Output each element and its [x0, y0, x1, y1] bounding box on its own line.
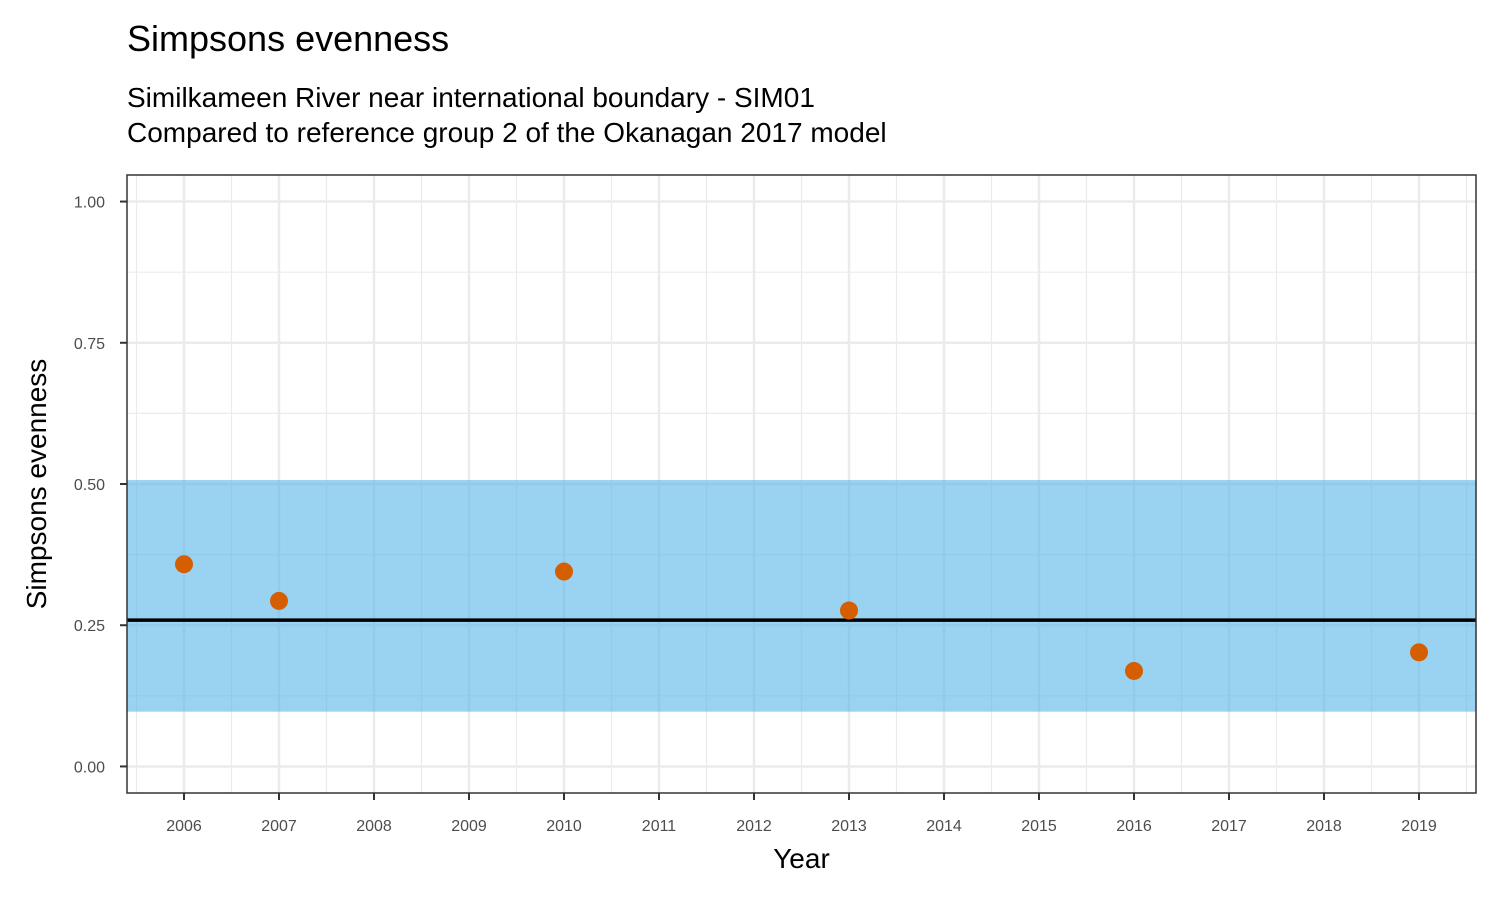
x-tick-label: 2016 [1116, 818, 1152, 835]
x-tick-label: 2013 [831, 818, 867, 835]
x-tick-label: 2015 [1021, 818, 1057, 835]
data-points [175, 555, 1428, 680]
x-tick-label: 2008 [356, 818, 392, 835]
x-tick-label: 2012 [736, 818, 772, 835]
data-point [1125, 661, 1143, 680]
data-point [840, 601, 858, 620]
x-tick-label: 2010 [546, 818, 582, 835]
x-tick-label: 2019 [1401, 818, 1437, 835]
x-tick-label: 2011 [642, 818, 677, 835]
y-tick-label: 0.00 [74, 759, 105, 776]
y-tick-label: 0.25 [74, 618, 105, 635]
x-tick-label: 2006 [166, 818, 202, 835]
chart-subtitle-line1: Similkameen River near international bou… [127, 82, 815, 113]
data-point [175, 555, 193, 574]
data-point [270, 591, 288, 610]
y-axis: 0.00 0.25 0.50 0.75 1.00 [74, 195, 127, 776]
x-tick-label: 2007 [261, 818, 297, 835]
x-tick-label: 2018 [1306, 818, 1342, 835]
y-tick-label: 1.00 [74, 195, 105, 212]
x-tick-label: 2009 [451, 818, 487, 835]
y-tick-label: 0.50 [74, 477, 105, 494]
data-point [1410, 643, 1428, 662]
chart-subtitle-line2: Compared to reference group 2 of the Oka… [127, 117, 887, 148]
y-tick-label: 0.75 [74, 336, 105, 353]
x-axis-title: Year [773, 843, 830, 874]
x-axis: 2006 2007 2008 2009 2010 2011 2012 2013 2014 2015… [166, 793, 1437, 835]
chart-title: Simpsons evenness [127, 18, 450, 59]
reference-band [127, 480, 1476, 712]
y-axis-title: Simpsons evenness [21, 359, 52, 610]
x-tick-label: 2014 [926, 818, 962, 835]
x-tick-label: 2017 [1211, 818, 1247, 835]
data-point [555, 562, 573, 581]
